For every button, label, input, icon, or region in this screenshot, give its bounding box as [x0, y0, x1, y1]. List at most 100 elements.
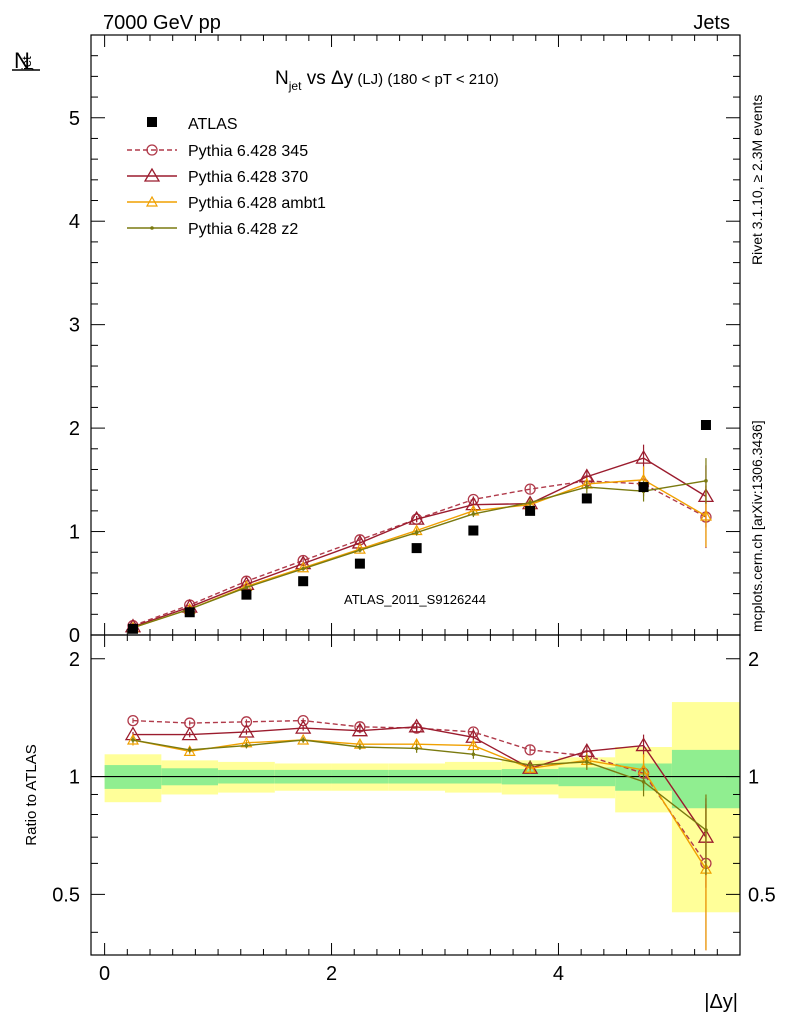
data-point	[241, 589, 252, 600]
header-right: Jets	[693, 12, 730, 34]
ratio-point	[131, 738, 135, 742]
y-tick-label: 2	[69, 418, 80, 440]
data-point	[468, 525, 479, 536]
data-point	[638, 482, 649, 493]
legend-label: Pythia 6.428 370	[188, 169, 308, 186]
analysis-watermark: ATLAS_2011_S9126244	[344, 592, 486, 607]
ratio-point	[524, 744, 536, 756]
ratio-point	[414, 746, 419, 751]
series-point	[585, 485, 589, 489]
ratio-tick-label: 1	[69, 767, 80, 789]
legend-label: Pythia 6.428 ambt1	[188, 195, 326, 212]
series-point	[524, 483, 536, 495]
ratio-point	[181, 726, 198, 741]
ratio-point	[127, 714, 139, 727]
data-point	[298, 576, 309, 587]
series-3-main	[131, 458, 708, 630]
data-point	[354, 558, 365, 569]
data-series	[127, 420, 711, 634]
series-point	[635, 449, 652, 464]
legend-marker	[150, 226, 154, 230]
legend-marker	[145, 195, 159, 207]
legend-label: Pythia 6.428 z2	[188, 221, 298, 238]
rivet-label: Rivet 3.1.10, ≥ 2.3M events	[749, 95, 765, 265]
legend-data-marker	[147, 117, 157, 127]
series-point	[301, 566, 305, 571]
ratio-point	[641, 779, 646, 784]
x-tick-label: 4	[553, 963, 564, 985]
y-tick-label: 0	[69, 625, 80, 647]
title-main: Njet vs Δy (LJ) (180 < pT < 210)	[275, 68, 499, 93]
data-point	[525, 505, 536, 516]
legend-label: Pythia 6.428 345	[188, 143, 308, 160]
ratio-point	[528, 763, 532, 767]
ratio-point	[585, 760, 589, 764]
ratio-point	[240, 716, 253, 728]
y-tick-label: 4	[69, 211, 80, 233]
ratio-point	[301, 738, 305, 742]
series-point	[244, 585, 249, 590]
series-point	[358, 548, 362, 552]
x-tick-label: 0	[99, 963, 110, 985]
legend-marker	[143, 167, 161, 182]
header-left: 7000 GeV pp	[103, 12, 221, 34]
ratio-point	[126, 733, 140, 745]
ratio-tick-label: 0.5	[52, 884, 80, 906]
ratio-point	[635, 737, 652, 752]
legend-entry-3: Pythia 6.428 z2	[127, 221, 298, 238]
y-tick-label: 5	[69, 108, 80, 130]
y-tick-label: 3	[69, 315, 80, 337]
ratio-point	[187, 748, 192, 752]
ratio-ylabel: Ratio to ATLAS	[23, 744, 40, 845]
main-plot	[124, 420, 715, 634]
series-point	[699, 509, 712, 521]
main-ylabel: N	[14, 48, 30, 73]
ratio-tick-label: 1	[748, 767, 759, 789]
legend-entry-1: Pythia 6.428 370	[127, 167, 308, 186]
main-ylabel-sub: jet	[19, 56, 34, 71]
series-point	[704, 479, 708, 483]
ratio-point	[351, 722, 369, 737]
ratio-tick-label: 2	[748, 649, 759, 671]
legend-entry-2: Pythia 6.428 ambt1	[127, 195, 326, 212]
data-point	[184, 607, 195, 618]
legend-data-label: ATLAS	[188, 116, 238, 133]
y-tick-label: 1	[69, 522, 80, 544]
legend-marker	[146, 144, 158, 156]
ratio-point	[704, 828, 708, 832]
series-point	[414, 530, 419, 535]
legend-entry-data: ATLAS	[147, 116, 238, 133]
legend-entry-0: Pythia 6.428 345	[127, 143, 308, 160]
series-point	[471, 512, 476, 516]
series-point	[528, 500, 532, 505]
legend: ATLAS Pythia 6.428 345 Pythia 6.428 370 Pyt…	[127, 116, 326, 238]
data-point	[411, 543, 422, 554]
ratio-point	[295, 719, 312, 734]
data-point	[127, 623, 138, 634]
mcplots-label: mcplots.cern.ch [arXiv:1306.3436]	[749, 420, 765, 632]
x-tick-label: 2	[326, 963, 337, 985]
ratio-point	[244, 743, 249, 748]
main-y-axis-label: N jet	[12, 48, 40, 73]
ratio-tick-label: 0.5	[748, 884, 776, 906]
ratio-tick-label: 2	[69, 649, 80, 671]
ratio-plot	[91, 714, 740, 951]
series-point	[238, 576, 255, 590]
series-point	[408, 510, 425, 525]
data-point	[700, 420, 711, 430]
xlabel: |Δy|	[704, 991, 738, 1013]
ratio-point	[183, 745, 196, 756]
data-point	[581, 493, 592, 504]
ratio-point	[297, 733, 310, 745]
series-point	[353, 542, 366, 554]
ratio-point	[358, 745, 362, 749]
ratio-frame	[90, 634, 741, 956]
series-3-ratio	[131, 737, 708, 876]
ratio-point	[524, 762, 537, 773]
ratio-point	[471, 752, 476, 757]
main-title: Njet vs Δy (LJ) (180 < pT < 210)	[275, 68, 499, 93]
ratio-point	[467, 739, 480, 751]
ratio-point	[408, 718, 425, 733]
